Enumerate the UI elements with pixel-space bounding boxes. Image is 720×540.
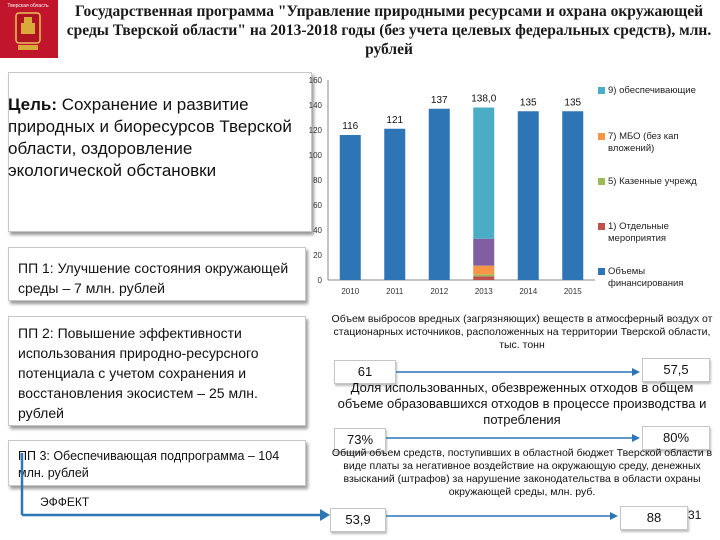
indicator-1-title: Объем выбросов вредных (загрязняющих) ве… [331, 313, 713, 351]
indicator-1-start: 61 [334, 360, 396, 384]
legend-label: 1) Отдельные мероприятия [608, 221, 669, 244]
bar-segment [428, 108, 450, 280]
indicator-2-start: 73% [334, 428, 386, 452]
bar-segment [473, 238, 495, 266]
goal-text: Цель: Сохранение и развитие природных и … [8, 94, 298, 182]
bar-segment [562, 111, 584, 280]
legend-label: 9) обеспечивающие [608, 85, 696, 96]
bar-segment [473, 274, 495, 277]
subprogram-2-box [8, 316, 306, 426]
subprogram-3-box [8, 440, 306, 486]
bar-segment [339, 135, 361, 280]
legend-swatch [598, 223, 605, 230]
bar-segment [517, 111, 539, 280]
effect-label: ЭФФЕКТ [40, 495, 90, 509]
legend-label: 5) Казенные учрежд [608, 176, 697, 187]
y-tick-label: 80 [313, 176, 322, 185]
y-tick-label: 100 [309, 151, 323, 160]
subprogram-2-text: ПП 2: Повышение эффективности использова… [18, 325, 259, 421]
coat-of-arms-logo: Тверская область [6, 3, 50, 58]
y-tick-label: 20 [313, 251, 322, 260]
x-tick-label: 2010 [341, 287, 359, 296]
bar-segment [384, 128, 406, 280]
y-tick-label: 60 [313, 201, 322, 210]
indicator-2-end: 80% [642, 426, 710, 450]
y-tick-label: 0 [318, 276, 323, 285]
legend-label: 7) МБО (без кап вложений) [608, 131, 679, 154]
subprogram-1-text: ПП 1: Улучшение состояния окружающей сре… [18, 260, 289, 296]
indicator-1-arrow-icon [396, 368, 640, 376]
x-tick-label: 2011 [386, 287, 404, 296]
legend-label: Объемы финансирования [608, 266, 684, 289]
indicator-3-start: 53,9 [330, 508, 386, 532]
data-label: 137 [431, 95, 448, 106]
y-tick-label: 40 [313, 226, 322, 235]
legend-swatch [598, 87, 605, 94]
goal-box [8, 72, 312, 232]
legend-swatch [598, 178, 605, 185]
bar-segment [473, 276, 495, 280]
slide-number: 31 [688, 508, 702, 522]
indicator-2-arrow-icon [386, 434, 640, 442]
y-tick-label: 140 [309, 101, 323, 110]
indicator-3-end: 88 [620, 506, 688, 530]
bar-segment [473, 265, 495, 275]
data-label: 138,0 [471, 94, 496, 105]
indicator-3-title: Общий объем средств, поступивших в облас… [331, 447, 713, 498]
goal-label: Цель: [8, 95, 57, 114]
legend-swatch [598, 133, 605, 140]
goal-description: Сохранение и развитие природных и биорес… [8, 95, 292, 180]
subprogram-1-box [8, 247, 306, 301]
indicator-1-end: 57,5 [642, 358, 710, 382]
crest-caption: Тверская область [7, 3, 49, 9]
data-label: 135 [520, 97, 537, 108]
legend-swatch [598, 268, 605, 275]
x-tick-label: 2014 [519, 287, 537, 296]
data-label: 121 [386, 115, 403, 126]
bar-segment [473, 107, 495, 239]
page-title: Государственная программа "Управление пр… [66, 3, 712, 58]
y-tick-label: 160 [309, 76, 323, 85]
x-tick-label: 2013 [475, 287, 493, 296]
x-tick-label: 2015 [564, 287, 582, 296]
y-tick-label: 120 [309, 126, 323, 135]
funding-chart: 0 20 40 60 80 100 120 140 160 116 2010 121 2011 137 2… [309, 76, 595, 296]
header-title-area [58, 0, 720, 62]
data-label: 135 [564, 97, 581, 108]
x-tick-label: 2012 [430, 287, 448, 296]
indicator-3-arrow-icon [386, 512, 618, 520]
indicator-2-title: Доля использованных, обезвреженных отход… [337, 380, 707, 427]
effect-arrow-icon [20, 453, 330, 521]
subprogram-3-text: ПП 3: Обеспечивающая подпрограмма – 104 … [18, 449, 280, 480]
data-label: 116 [342, 121, 358, 132]
